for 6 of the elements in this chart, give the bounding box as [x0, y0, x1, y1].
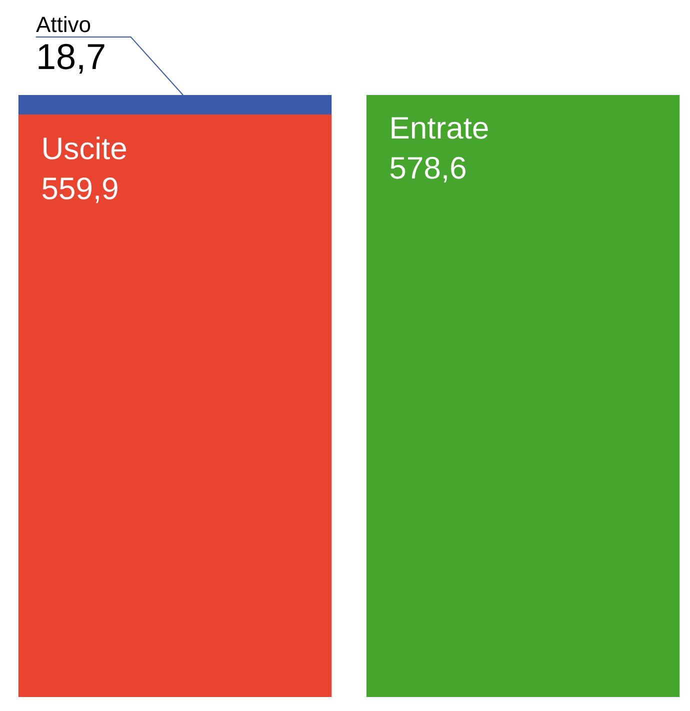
data-label: 578,6: [390, 156, 466, 182]
series-label: Uscite: [44, 136, 126, 160]
series-label: Entrate: [392, 117, 488, 139]
data-label: 18,7: [38, 44, 104, 74]
data-label: 559,9: [42, 177, 118, 204]
text: Attivo: [36, 16, 90, 32]
